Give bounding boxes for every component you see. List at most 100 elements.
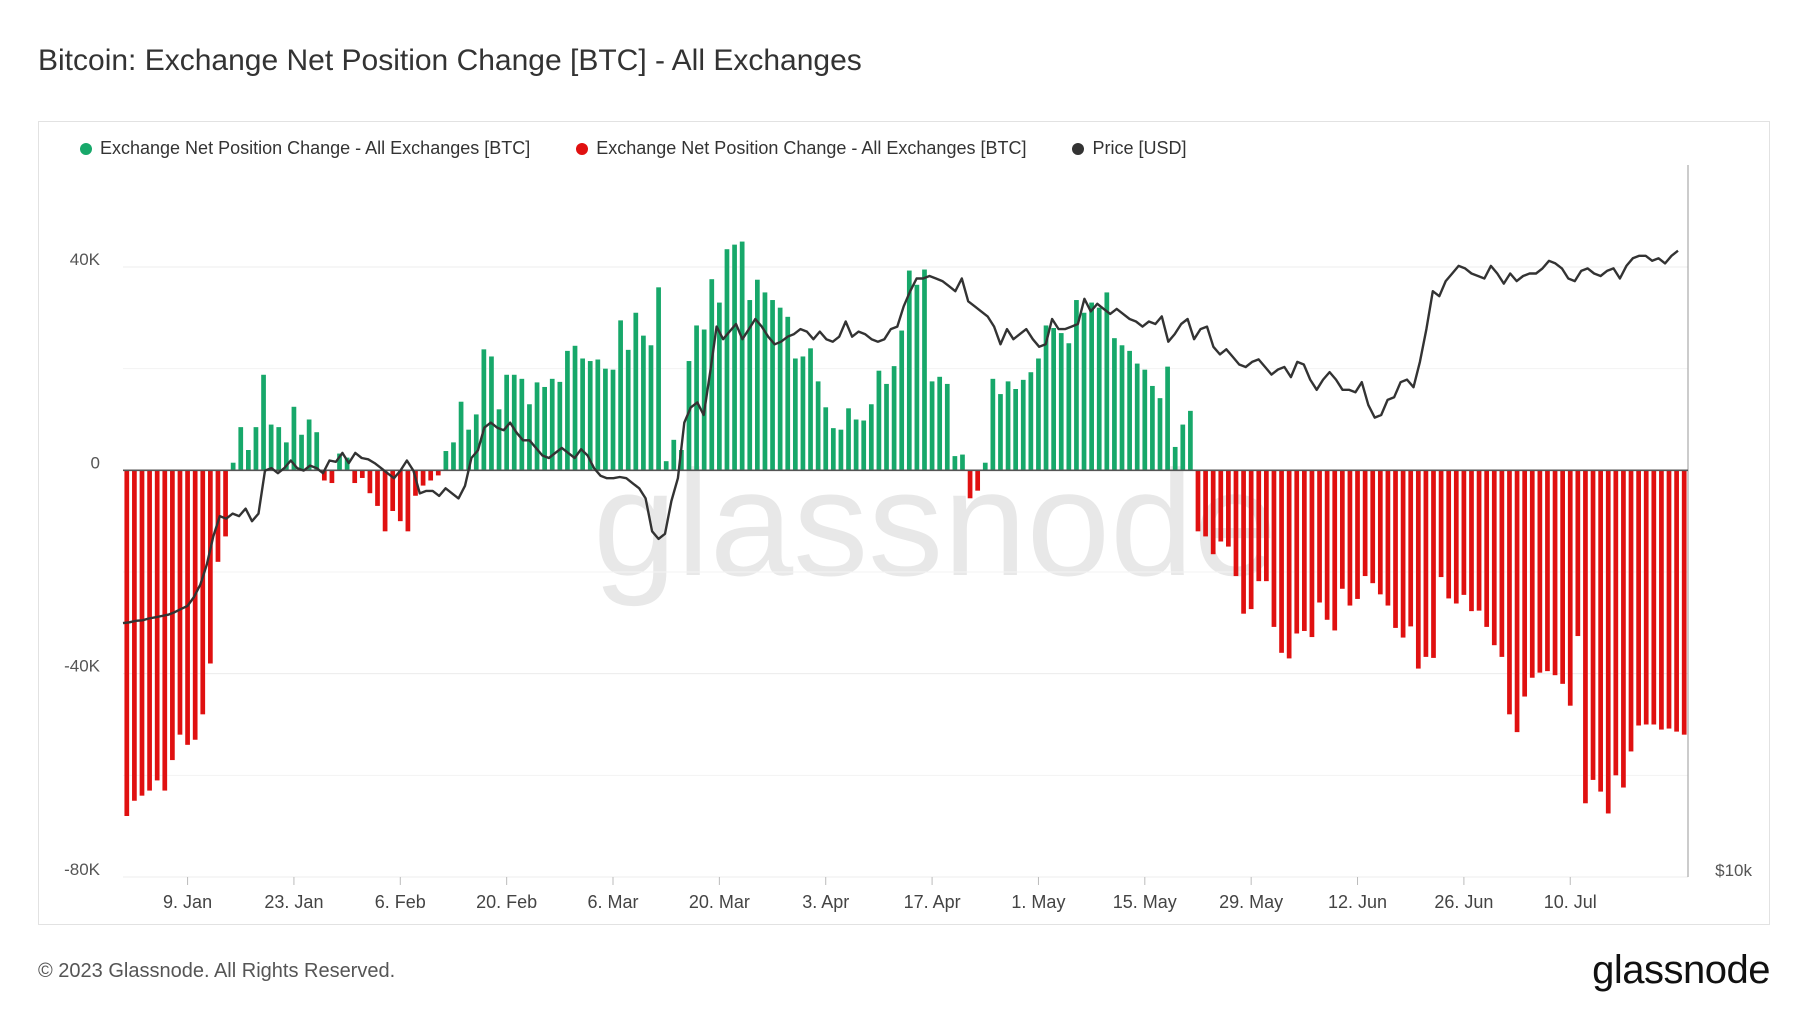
- legend-label-price: Price [USD]: [1092, 138, 1187, 158]
- y-tick-label: 0: [91, 453, 100, 472]
- bar-negative: [1438, 470, 1444, 578]
- bar-negative: [1210, 470, 1216, 555]
- bar-positive: [755, 279, 760, 471]
- bar-negative: [1393, 470, 1398, 628]
- bar-negative: [1491, 470, 1497, 646]
- bar-positive: [808, 348, 813, 471]
- bar-negative: [1567, 470, 1573, 706]
- bar-negative: [192, 470, 198, 740]
- bar-negative: [1461, 470, 1467, 595]
- legend-item-price[interactable]: Price [USD]: [1072, 138, 1187, 159]
- bar-negative: [223, 470, 228, 537]
- bar-positive: [246, 450, 251, 471]
- bar-negative: [1286, 470, 1292, 659]
- bar-positive: [876, 370, 882, 471]
- bar-positive: [1142, 369, 1148, 471]
- bar-positive: [542, 386, 547, 471]
- bar-negative: [1666, 470, 1672, 729]
- bar-positive: [527, 404, 532, 471]
- bar-negative: [1643, 470, 1649, 725]
- bar-positive: [565, 350, 570, 471]
- legend-item-outflow[interactable]: Exchange Net Position Change - All Excha…: [576, 138, 1026, 159]
- bar-positive: [1013, 389, 1019, 471]
- bar-positive: [1005, 381, 1011, 471]
- x-tick-label: 29. May: [1219, 892, 1283, 912]
- bar-positive: [268, 424, 274, 471]
- chart-plot: glassnode 40K 0 -40K -80K $10k 9. Jan 23. Jan…: [64, 165, 1752, 912]
- x-tick-label: 20. Feb: [476, 892, 537, 912]
- bar-negative: [352, 470, 358, 484]
- bar-negative: [382, 470, 388, 532]
- bar-negative: [1271, 470, 1277, 627]
- bar-positive: [1043, 325, 1049, 471]
- bar-positive: [1020, 379, 1026, 471]
- bar-negative: [1226, 470, 1231, 547]
- bar-positive: [451, 442, 456, 471]
- bar-positive: [861, 420, 867, 471]
- bar-positive: [914, 284, 920, 471]
- chart-legend: Exchange Net Position Change - All Excha…: [80, 138, 1187, 159]
- bar-negative: [1575, 470, 1581, 637]
- bar-positive: [473, 414, 479, 471]
- bar-negative: [1605, 470, 1611, 814]
- bar-positive: [717, 302, 722, 471]
- bar-negative: [124, 470, 130, 816]
- bar-positive: [314, 432, 320, 471]
- bar-negative: [162, 470, 168, 791]
- bar-negative: [390, 470, 396, 511]
- legend-item-inflow[interactable]: Exchange Net Position Change - All Excha…: [80, 138, 530, 159]
- bar-positive: [580, 358, 585, 471]
- bar-positive: [982, 462, 988, 471]
- bar-negative: [1385, 470, 1391, 606]
- bar-negative: [1256, 470, 1262, 582]
- bar-negative: [1355, 470, 1360, 599]
- bar-negative: [1590, 470, 1596, 780]
- bar-positive: [1172, 446, 1178, 471]
- bar-positive: [253, 427, 259, 471]
- x-tick-label: 9. Jan: [163, 892, 212, 912]
- bar-negative: [1453, 470, 1459, 604]
- bar-positive: [633, 312, 639, 471]
- bar-positive: [489, 356, 494, 471]
- bar-negative: [170, 470, 175, 761]
- legend-dot-red-icon: [576, 142, 589, 155]
- copyright-text: © 2023 Glassnode. All Rights Reserved.: [38, 960, 396, 982]
- bar-positive: [998, 394, 1003, 471]
- bar-negative: [1651, 470, 1657, 725]
- bar-negative: [405, 470, 411, 532]
- y-axis: 40K 0 -40K -80K $10k: [64, 250, 1752, 880]
- bar-positive: [823, 407, 829, 471]
- bar-negative: [1377, 470, 1383, 595]
- bar-positive: [785, 316, 791, 471]
- bar-negative: [177, 470, 183, 735]
- bar-negative: [1347, 470, 1353, 606]
- bar-positive: [709, 279, 715, 471]
- bar-positive: [747, 300, 753, 471]
- bar-negative: [1522, 470, 1528, 697]
- chart-frame: [38, 121, 1770, 925]
- bar-negative: [147, 470, 152, 791]
- bar-positive: [1058, 333, 1064, 471]
- bar-positive: [291, 406, 297, 471]
- bar-positive: [906, 270, 912, 471]
- bar-positive: [299, 434, 304, 471]
- price-series: [122, 249, 1679, 625]
- bar-positive: [1036, 358, 1041, 471]
- bar-negative: [1203, 470, 1208, 537]
- bar-positive: [686, 361, 692, 471]
- bar-negative: [321, 470, 327, 481]
- bar-positive: [656, 287, 661, 471]
- bar-series: [124, 241, 1687, 816]
- bar-negative: [1423, 470, 1429, 657]
- bar-positive: [1112, 338, 1117, 471]
- x-tick-label: 3. Apr: [802, 892, 849, 912]
- bar-negative: [359, 470, 365, 478]
- glassnode-logo[interactable]: glassnode: [1592, 948, 1770, 992]
- bar-negative: [1613, 470, 1619, 776]
- x-tick-label: 20. Mar: [689, 892, 750, 912]
- bar-negative: [1469, 470, 1474, 612]
- legend-dot-green-icon: [80, 142, 92, 155]
- bar-positive: [1089, 302, 1094, 471]
- bar-negative: [1484, 470, 1490, 627]
- bar-positive: [587, 361, 593, 471]
